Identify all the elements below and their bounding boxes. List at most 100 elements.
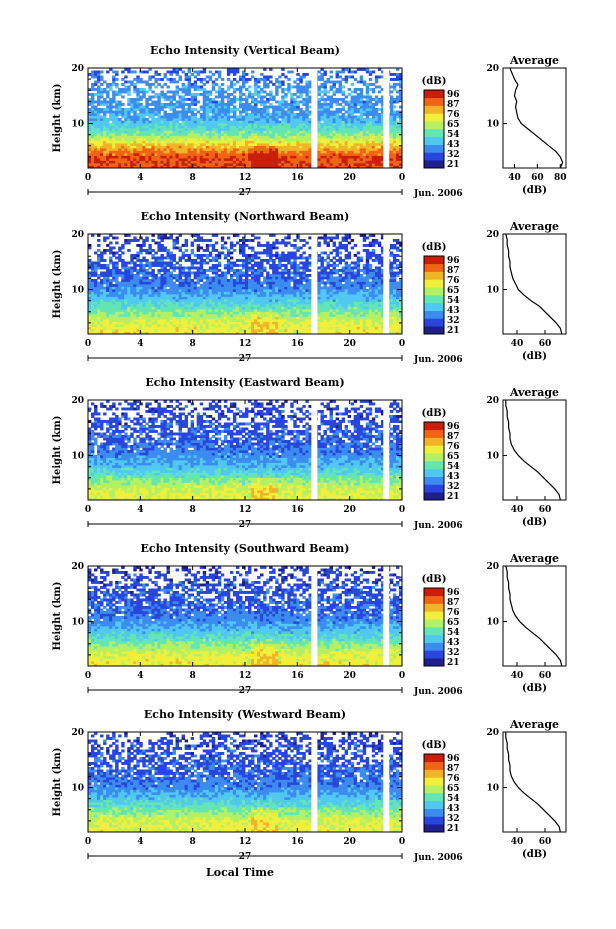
- heatmap-cell: [109, 130, 113, 134]
- heatmap-cell: [254, 113, 258, 116]
- heatmap-cell: [290, 155, 294, 159]
- heatmap-cell: [377, 115, 382, 119]
- heatmap-cell: [121, 163, 125, 166]
- heatmap-cell: [121, 321, 125, 325]
- heatmap-cell: [272, 125, 276, 129]
- heatmap-cell: [356, 125, 361, 129]
- heatmap-cell: [217, 113, 222, 116]
- heatmap-cell: [374, 113, 379, 116]
- heatmap-cell: [245, 153, 249, 156]
- heatmap-cell: [184, 306, 189, 310]
- heatmap-cell: [199, 93, 204, 96]
- heatmap-cell: [121, 148, 125, 151]
- heatmap-cell: [284, 135, 288, 139]
- heatmap-cell: [284, 150, 288, 154]
- heatmap-cell: [160, 254, 164, 257]
- heatmap-cell: [353, 160, 358, 164]
- heatmap-cell: [317, 100, 321, 104]
- heatmap-cell: [365, 85, 370, 89]
- heatmap-cell: [94, 145, 98, 149]
- heatmap-cell: [139, 294, 143, 297]
- heatmap-cell: [257, 128, 261, 131]
- heatmap-cell: [257, 78, 261, 81]
- heatmap-cell: [112, 150, 116, 154]
- heatmap-cell: [208, 130, 213, 134]
- heatmap-cell: [205, 98, 210, 101]
- heatmap-cell: [136, 148, 140, 151]
- heatmap-cell: [266, 83, 270, 86]
- heatmap-cell: [208, 321, 213, 325]
- heatmap-cell: [115, 155, 119, 159]
- heatmap-cell: [260, 108, 264, 111]
- heatmap-cell: [278, 85, 282, 89]
- heatmap-cell: [196, 88, 201, 91]
- heatmap-cell: [166, 78, 170, 81]
- heatmap-cell: [217, 274, 222, 277]
- heatmap-cell: [248, 140, 252, 144]
- heatmap-cell: [109, 284, 113, 287]
- heatmap-cell: [344, 80, 349, 84]
- heatmap-cell: [368, 105, 373, 109]
- heatmap-cell: [305, 113, 309, 116]
- heatmap-cell: [139, 115, 143, 119]
- heatmap-cell: [217, 148, 222, 151]
- heatmap-cell: [130, 118, 134, 121]
- heatmap-cell: [97, 319, 101, 322]
- heatmap-cell: [389, 138, 394, 141]
- heatmap-cell: [196, 324, 201, 327]
- heatmap-cell: [214, 241, 219, 245]
- heatmap-cell: [169, 143, 173, 146]
- heatmap-cell: [109, 306, 113, 310]
- heatmap-cell: [178, 271, 182, 275]
- heatmap-cell: [163, 261, 167, 265]
- heatmap-cell: [97, 125, 101, 129]
- heatmap-cell: [115, 261, 119, 265]
- heatmap-cell: [124, 319, 128, 322]
- heatmap-cell: [377, 125, 382, 129]
- heatmap-cell: [308, 90, 312, 94]
- heatmap-cell: [223, 324, 228, 327]
- heatmap-cell: [260, 165, 264, 169]
- heatmap-cell: [169, 120, 173, 124]
- heatmap-cell: [148, 309, 152, 312]
- heatmap-cell: [145, 165, 149, 169]
- heatmap-cell: [377, 120, 382, 124]
- heatmap-cell: [199, 329, 204, 332]
- heatmap-cell: [326, 105, 330, 109]
- heatmap-cell: [91, 291, 95, 295]
- heatmap-cell: [214, 125, 219, 129]
- y-axis-label: Height (km): [52, 84, 63, 153]
- heatmap-cell: [359, 165, 364, 169]
- heatmap-cell: [365, 120, 370, 124]
- heatmap-cell: [359, 153, 364, 156]
- heatmap-cell: [220, 299, 225, 302]
- heatmap-cell: [163, 304, 167, 307]
- heatmap-cell: [232, 309, 237, 312]
- heatmap-cell: [229, 331, 234, 335]
- heatmap-cell: [154, 294, 158, 297]
- heatmap-cell: [214, 319, 219, 322]
- heatmap-cell: [332, 118, 336, 121]
- heatmap-cell: [91, 125, 95, 129]
- heatmap-cell: [380, 100, 385, 104]
- heatmap-cell: [226, 326, 231, 330]
- heatmap-cell: [169, 155, 173, 159]
- heatmap-cell: [100, 83, 104, 86]
- heatmap-cell: [205, 133, 210, 136]
- heatmap-cell: [127, 98, 131, 101]
- heatmap-cell: [196, 110, 201, 114]
- heatmap-cell: [223, 150, 228, 154]
- heatmap-cell: [202, 145, 207, 149]
- heatmap-cell: [214, 148, 219, 151]
- heatmap-cell: [97, 95, 101, 99]
- heatmap-cell: [127, 165, 131, 169]
- heatmap-cell: [184, 281, 189, 285]
- heatmap-cell: [275, 130, 279, 134]
- heatmap-cell: [109, 259, 113, 262]
- heatmap-cell: [133, 316, 137, 320]
- heatmap-cell: [145, 261, 149, 265]
- heatmap-cell: [160, 153, 164, 156]
- heatmap-cell: [115, 236, 119, 240]
- heatmap-cell: [130, 269, 134, 272]
- heatmap-cell: [278, 158, 282, 161]
